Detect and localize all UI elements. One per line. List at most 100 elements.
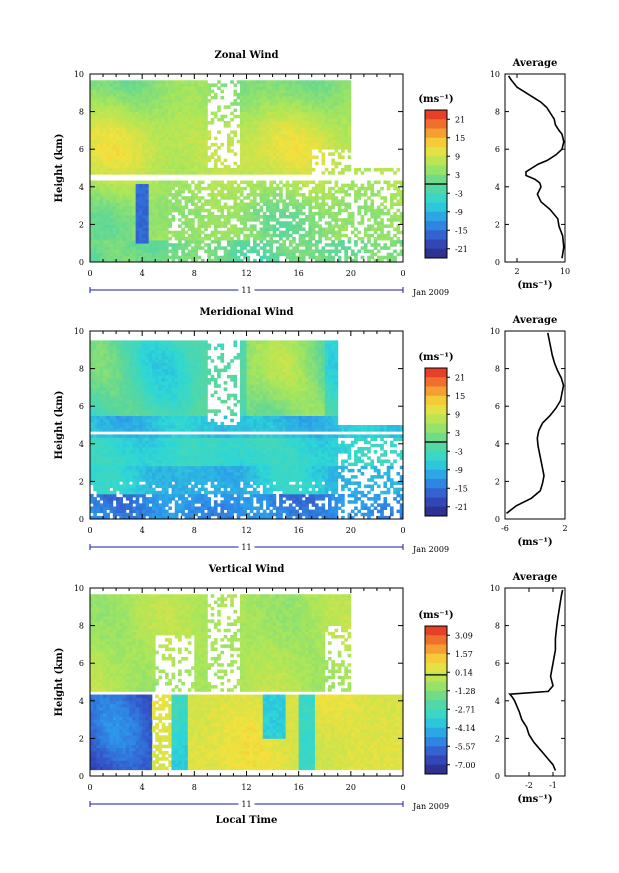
heatmap-cell bbox=[249, 227, 254, 232]
heatmap-cell bbox=[93, 465, 97, 470]
heatmap-cell bbox=[122, 450, 127, 454]
heatmap-cell bbox=[256, 171, 260, 175]
heatmap-cell bbox=[103, 343, 107, 348]
heatmap-cell bbox=[116, 346, 120, 351]
heatmap-cell bbox=[331, 86, 335, 91]
heatmap-cell bbox=[337, 240, 342, 244]
heatmap-cell bbox=[122, 189, 127, 194]
heatmap-cell bbox=[292, 146, 296, 150]
heatmap-cell bbox=[171, 230, 176, 235]
heatmap-cell bbox=[148, 139, 153, 144]
heatmap-cell bbox=[204, 168, 208, 172]
heatmap-cell bbox=[184, 136, 189, 141]
heatmap-cell bbox=[99, 224, 104, 228]
heatmap-cell bbox=[96, 142, 101, 147]
heatmap-cell bbox=[155, 246, 159, 250]
heatmap-cell bbox=[217, 215, 221, 219]
heatmap-cell bbox=[122, 381, 127, 385]
heatmap-cell bbox=[334, 233, 339, 238]
heatmap-cell bbox=[142, 202, 146, 206]
heatmap-cell bbox=[295, 149, 300, 153]
heatmap-cell bbox=[164, 124, 169, 128]
heatmap-cell bbox=[331, 171, 335, 175]
heatmap-cell bbox=[256, 83, 260, 87]
heatmap-cell bbox=[112, 111, 117, 116]
heatmap-cell bbox=[99, 493, 104, 498]
heatmap-cell bbox=[197, 92, 202, 97]
heatmap-cell bbox=[161, 205, 166, 210]
heatmap-cell bbox=[213, 240, 218, 244]
heatmap-cell bbox=[386, 230, 391, 235]
heatmap-cell bbox=[129, 412, 133, 416]
heatmap-cell bbox=[178, 258, 182, 263]
heatmap-cell bbox=[314, 211, 319, 216]
heatmap-cell bbox=[161, 258, 166, 263]
heatmap-cell bbox=[308, 114, 313, 119]
heatmap-cell bbox=[275, 139, 280, 144]
heatmap-cell bbox=[161, 117, 166, 122]
heatmap-cell bbox=[266, 199, 270, 203]
heatmap-cell bbox=[161, 227, 166, 232]
heatmap-cell bbox=[171, 246, 176, 250]
heatmap-cell bbox=[106, 193, 110, 197]
heatmap-cell bbox=[236, 227, 241, 232]
heatmap-cell bbox=[168, 193, 172, 197]
heatmap-cell bbox=[226, 230, 231, 235]
heatmap-cell bbox=[236, 249, 241, 253]
heatmap-cell bbox=[119, 381, 123, 385]
heatmap-cell bbox=[103, 180, 107, 185]
heatmap-cell bbox=[341, 168, 345, 172]
heatmap-cell bbox=[181, 80, 185, 84]
heatmap-cell bbox=[132, 475, 137, 479]
heatmap-cell bbox=[279, 164, 283, 169]
heatmap-cell bbox=[116, 406, 120, 410]
heatmap-cell bbox=[106, 343, 110, 348]
heatmap-cell bbox=[363, 186, 368, 191]
heatmap-cell bbox=[158, 196, 163, 200]
heatmap-cell bbox=[125, 409, 130, 413]
heatmap-cell bbox=[213, 215, 218, 219]
heatmap-cell bbox=[210, 205, 215, 210]
heatmap-cell bbox=[125, 365, 130, 369]
heatmap-cell bbox=[233, 202, 238, 206]
heatmap-cell bbox=[90, 465, 94, 470]
heatmap-cell bbox=[109, 412, 114, 416]
heatmap-cell bbox=[389, 193, 394, 197]
heatmap-cell bbox=[373, 221, 378, 225]
heatmap-cell bbox=[122, 133, 127, 138]
heatmap-cell bbox=[363, 168, 368, 172]
heatmap-cell bbox=[135, 493, 140, 498]
heatmap-cell bbox=[217, 80, 221, 84]
heatmap-cell bbox=[122, 512, 127, 517]
heatmap-cell bbox=[93, 415, 97, 420]
heatmap-cell bbox=[376, 205, 381, 210]
heatmap-cell bbox=[171, 243, 176, 247]
heatmap-cell bbox=[109, 503, 114, 507]
heatmap-cell bbox=[288, 124, 293, 128]
heatmap-cell bbox=[256, 121, 260, 125]
heatmap-cell bbox=[106, 155, 110, 159]
heatmap-cell bbox=[93, 208, 97, 213]
heatmap-cell bbox=[393, 215, 397, 219]
heatmap-cell bbox=[233, 133, 238, 138]
heatmap-cell bbox=[112, 252, 117, 257]
heatmap-cell bbox=[119, 368, 123, 373]
heatmap-cell bbox=[99, 462, 104, 467]
heatmap-cell bbox=[308, 111, 313, 116]
heatmap-cell bbox=[99, 440, 104, 445]
heatmap-cell bbox=[93, 365, 97, 369]
heatmap-cell bbox=[116, 142, 120, 147]
heatmap-cell bbox=[298, 168, 303, 172]
heatmap-cell bbox=[174, 130, 179, 134]
heatmap-cell bbox=[112, 89, 117, 94]
heatmap-cell bbox=[308, 152, 313, 156]
heatmap-cell bbox=[178, 158, 182, 163]
heatmap-cell bbox=[275, 108, 280, 112]
heatmap-cell bbox=[200, 92, 205, 97]
heatmap-cell bbox=[112, 462, 117, 467]
heatmap-cell bbox=[138, 246, 143, 250]
heatmap-cell bbox=[142, 133, 146, 138]
heatmap-cell bbox=[106, 421, 110, 426]
heatmap-cell bbox=[178, 114, 182, 119]
heatmap-cell bbox=[295, 86, 300, 91]
